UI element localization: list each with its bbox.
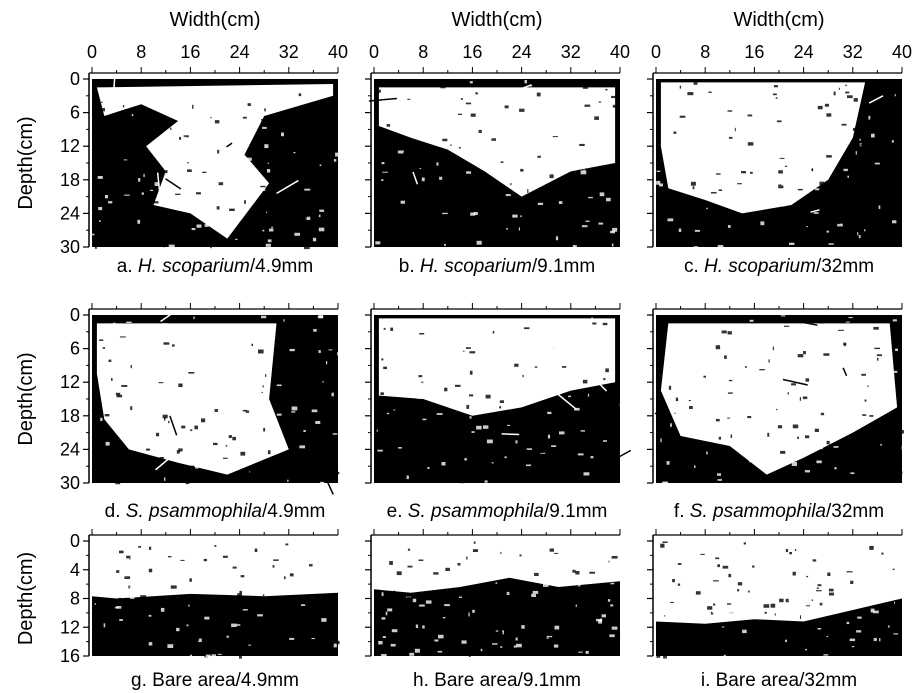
depth-tick-label: 18 bbox=[60, 406, 80, 426]
caption-suffix: Bare area/32mm bbox=[716, 670, 858, 691]
caption-prefix: b. bbox=[399, 256, 420, 277]
panel-c: c. H. scoparium/32mm bbox=[647, 67, 903, 277]
caption-prefix: e. bbox=[387, 501, 408, 522]
width-tick-label: 32 bbox=[561, 42, 581, 62]
width-tick-label: 8 bbox=[136, 42, 146, 62]
panel-a: a. H. scoparium/4.9mm bbox=[83, 67, 339, 277]
depth-tick-label: 6 bbox=[70, 339, 80, 359]
caption-prefix: i. bbox=[701, 670, 716, 691]
width-tick-label: 16 bbox=[744, 42, 764, 62]
caption-suffix: /4.9mm bbox=[250, 256, 313, 277]
width-tick-label: 8 bbox=[418, 42, 428, 62]
panel-caption: b. H. scoparium/9.1mm bbox=[399, 256, 595, 277]
caption-prefix: a. bbox=[117, 256, 138, 277]
panel-caption: i. Bare area/32mm bbox=[701, 670, 857, 691]
width-tick-label: 16 bbox=[462, 42, 482, 62]
stained-region bbox=[656, 541, 902, 624]
width-axis-label: Width(cm) bbox=[169, 9, 260, 31]
speckle-texture bbox=[656, 82, 901, 248]
caption-prefix: d. bbox=[105, 501, 126, 522]
depth-tick-label: 24 bbox=[60, 203, 80, 223]
depth-tick-label: 0 bbox=[70, 531, 80, 551]
panel-caption: e. S. psammophila/9.1mm bbox=[387, 501, 608, 522]
caption-species: S. psammophila bbox=[690, 501, 826, 522]
caption-suffix: /9.1mm bbox=[544, 501, 607, 522]
depth-axis-label: Depth(cm) bbox=[15, 352, 37, 445]
panel-caption: f. S. psammophila/32mm bbox=[674, 501, 884, 522]
caption-prefix: c. bbox=[684, 256, 704, 277]
caption-species: S. psammophila bbox=[408, 501, 544, 522]
panel-caption: h. Bare area/9.1mm bbox=[413, 670, 581, 691]
caption-prefix: f. bbox=[674, 501, 690, 522]
width-tick-label: 24 bbox=[230, 42, 250, 62]
depth-tick-label: 24 bbox=[60, 439, 80, 459]
caption-species: H. scoparium bbox=[138, 256, 250, 277]
depth-axis-label: Depth(cm) bbox=[15, 552, 37, 645]
width-tick-label: 40 bbox=[610, 42, 630, 62]
speckle-texture bbox=[376, 315, 632, 484]
width-tick-label: 24 bbox=[794, 42, 814, 62]
panel-g: g. Bare area/4.9mm bbox=[83, 529, 341, 691]
panel-d: d. S. psammophila/4.9mm bbox=[83, 303, 341, 522]
stained-region bbox=[660, 82, 866, 214]
depth-tick-label: 8 bbox=[70, 589, 80, 609]
caption-suffix: /32mm bbox=[826, 501, 884, 522]
caption-prefix: h. bbox=[413, 670, 434, 691]
speckle-texture bbox=[654, 315, 905, 485]
depth-tick-label: 6 bbox=[70, 103, 80, 123]
panel-h: h. Bare area/9.1mm bbox=[365, 529, 621, 691]
width-tick-label: 0 bbox=[369, 42, 379, 62]
panel-caption: d. S. psammophila/4.9mm bbox=[105, 501, 326, 522]
depth-tick-label: 30 bbox=[60, 237, 80, 257]
width-tick-label: 8 bbox=[700, 42, 710, 62]
depth-tick-label: 0 bbox=[70, 69, 80, 89]
panel-e: e. S. psammophila/9.1mm bbox=[365, 303, 632, 522]
caption-suffix: /32mm bbox=[816, 256, 874, 277]
panel-caption: c. H. scoparium/32mm bbox=[684, 256, 874, 277]
speckle-texture bbox=[92, 307, 341, 495]
stained-region bbox=[96, 323, 289, 475]
stained-region bbox=[374, 541, 620, 593]
stained-region bbox=[378, 87, 616, 197]
caption-prefix: g. bbox=[131, 670, 152, 691]
speckle-texture bbox=[378, 541, 621, 658]
speckle-texture bbox=[368, 79, 622, 249]
panel-i: i. Bare area/32mm bbox=[647, 529, 903, 691]
stained-region bbox=[96, 84, 334, 239]
panel-caption: g. Bare area/4.9mm bbox=[131, 670, 299, 691]
panel-b: b. H. scoparium/9.1mm bbox=[365, 67, 622, 277]
width-tick-label: 0 bbox=[87, 42, 97, 62]
depth-tick-label: 12 bbox=[60, 372, 80, 392]
width-tick-label: 32 bbox=[843, 42, 863, 62]
caption-species: H. scoparium bbox=[420, 256, 532, 277]
caption-suffix: /4.9mm bbox=[262, 501, 325, 522]
width-tick-label: 40 bbox=[892, 42, 912, 62]
speckle-texture bbox=[656, 541, 902, 659]
width-tick-label: 16 bbox=[180, 42, 200, 62]
depth-tick-label: 16 bbox=[60, 646, 80, 666]
depth-axis-label: Depth(cm) bbox=[15, 116, 37, 209]
panel-f: f. S. psammophila/32mm bbox=[647, 303, 905, 522]
depth-tick-label: 12 bbox=[60, 617, 80, 637]
panel-caption: a. H. scoparium/4.9mm bbox=[117, 256, 313, 277]
width-axis-label: Width(cm) bbox=[733, 9, 824, 31]
depth-tick-label: 4 bbox=[70, 560, 80, 580]
caption-suffix: /9.1mm bbox=[532, 256, 595, 277]
width-tick-label: 24 bbox=[512, 42, 532, 62]
speckle-texture bbox=[92, 73, 339, 250]
caption-species: H. scoparium bbox=[704, 256, 816, 277]
caption-suffix: Bare area/4.9mm bbox=[152, 670, 299, 691]
width-tick-label: 32 bbox=[279, 42, 299, 62]
depth-tick-label: 0 bbox=[70, 305, 80, 325]
width-axis-label: Width(cm) bbox=[451, 9, 542, 31]
speckle-texture bbox=[94, 542, 341, 660]
width-tick-label: 0 bbox=[651, 42, 661, 62]
depth-tick-label: 12 bbox=[60, 136, 80, 156]
depth-tick-label: 18 bbox=[60, 170, 80, 190]
depth-tick-label: 30 bbox=[60, 473, 80, 493]
width-tick-label: 40 bbox=[328, 42, 348, 62]
caption-suffix: Bare area/9.1mm bbox=[434, 670, 581, 691]
caption-species: S. psammophila bbox=[126, 501, 262, 522]
